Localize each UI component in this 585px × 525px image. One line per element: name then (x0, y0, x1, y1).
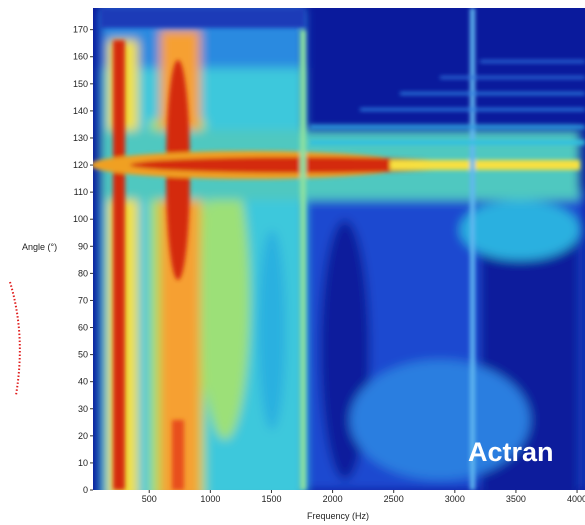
x-tick-label: 1500 (261, 494, 281, 504)
y-tick-label: 20 (78, 431, 88, 441)
x-tick-label: 1000 (200, 494, 220, 504)
y-tick-label: 70 (78, 295, 88, 305)
y-tick-label: 40 (78, 377, 88, 387)
y-axis-label: Angle (°) (22, 242, 57, 252)
y-tick-label: 0 (83, 485, 88, 495)
y-tick-label: 130 (73, 133, 88, 143)
y-tick-label: 140 (73, 106, 88, 116)
y-tick-label: 100 (73, 214, 88, 224)
y-tick-label: 10 (78, 458, 88, 468)
x-tick-label: 3000 (445, 494, 465, 504)
field-details (93, 8, 585, 490)
contour-field (93, 8, 585, 490)
y-tick-label: 120 (73, 160, 88, 170)
y-tick-label: 160 (73, 52, 88, 62)
y-tick-label: 110 (74, 187, 88, 197)
x-tick-label: 2000 (323, 494, 343, 504)
y-tick-label: 80 (78, 268, 88, 278)
dotted-arc (9, 281, 21, 396)
y-tick-label: 60 (78, 323, 88, 333)
x-tick-label: 3500 (506, 494, 526, 504)
y-tick-label: 90 (78, 241, 88, 251)
x-tick-label: 4000 (567, 494, 585, 504)
x-tick-label: 500 (142, 494, 157, 504)
y-tick-label: 50 (78, 350, 88, 360)
x-tick-label: 2500 (384, 494, 404, 504)
annotation: Actran (468, 437, 554, 467)
y-tick-label: 170 (73, 25, 88, 35)
x-axis-label: Frequency (Hz) (307, 511, 369, 521)
y-tick-label: 150 (73, 79, 88, 89)
y-tick-label: 30 (78, 404, 88, 414)
